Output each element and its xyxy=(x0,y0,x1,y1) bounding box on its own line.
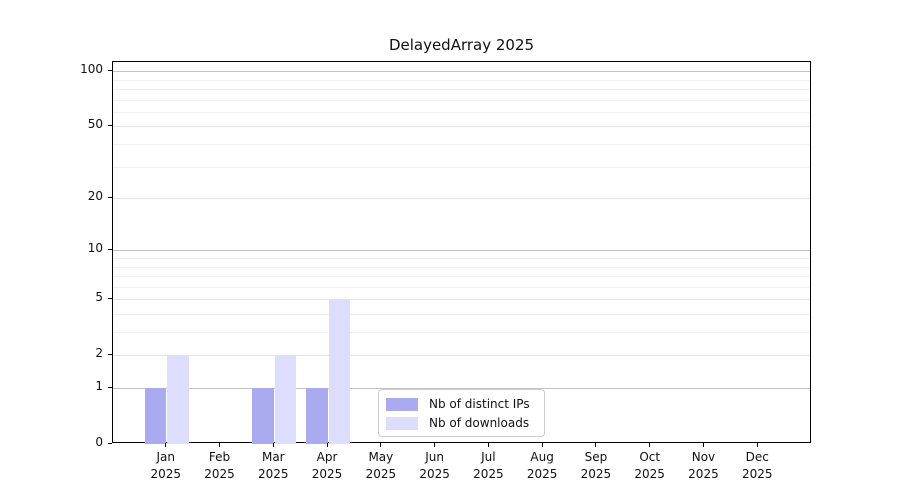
x-tick-label-apr: Apr 2025 xyxy=(311,450,343,481)
minor-gridline-3 xyxy=(113,332,810,334)
x-tick-label-nov: Nov 2025 xyxy=(688,450,719,481)
x-tick-apr xyxy=(326,443,328,447)
x-tick-nov xyxy=(702,443,704,447)
y-tick-5 xyxy=(108,297,112,299)
minor-gridline-8 xyxy=(113,266,810,268)
x-tick-dec xyxy=(756,443,758,447)
x-tick-oct xyxy=(649,443,651,447)
legend-label-distinct-ips: Nb of distinct IPs xyxy=(429,397,530,411)
bar-nb-of-downloads-jan xyxy=(167,355,189,444)
bar-nb-of-downloads-mar xyxy=(274,355,297,444)
x-tick-label-dec: Dec 2025 xyxy=(741,450,773,481)
x-tick-may xyxy=(380,443,382,447)
y-tick-label-1: 1 xyxy=(95,379,103,393)
y-tick-10 xyxy=(108,248,112,250)
legend-label-downloads: Nb of downloads xyxy=(429,416,530,430)
legend-item-distinct-ips: Nb of distinct IPs xyxy=(386,395,536,413)
minor-gridline-9 xyxy=(113,258,810,259)
y-tick-2 xyxy=(108,353,112,355)
bar-nb-of-distinct-ips-apr xyxy=(306,388,328,444)
y-tick-label-0: 0 xyxy=(95,435,103,449)
y-tick-0 xyxy=(108,442,112,444)
legend-swatch-distinct-ips xyxy=(386,397,418,411)
gridline-1 xyxy=(113,388,810,389)
y-tick-50 xyxy=(108,124,112,126)
x-tick-label-feb: Feb 2025 xyxy=(204,450,235,481)
gridline-50 xyxy=(113,126,810,128)
y-tick-label-10: 10 xyxy=(87,241,103,256)
x-tick-label-jan: Jan 2025 xyxy=(150,450,182,481)
x-tick-label-jun: Jun 2025 xyxy=(419,450,450,481)
x-tick-label-mar: Mar 2025 xyxy=(258,450,289,481)
gridline-2 xyxy=(113,355,810,357)
x-tick-aug xyxy=(541,443,543,447)
legend: Nb of distinct IPs Nb of downloads xyxy=(378,389,545,437)
y-tick-label-50: 50 xyxy=(87,117,103,132)
minor-gridline-7 xyxy=(113,276,810,278)
y-tick-label-2: 2 xyxy=(95,346,103,361)
minor-gridline-4 xyxy=(113,313,810,315)
minor-gridline-60 xyxy=(113,111,810,113)
legend-item-downloads: Nb of downloads xyxy=(386,414,536,432)
x-tick-jul xyxy=(487,443,489,447)
x-tick-feb xyxy=(219,443,221,447)
plot-area xyxy=(112,61,811,444)
x-tick-mar xyxy=(272,443,274,447)
bar-nb-of-downloads-apr xyxy=(328,299,351,444)
x-tick-label-aug: Aug 2025 xyxy=(526,450,558,481)
gridline-20 xyxy=(113,198,810,200)
x-tick-jun xyxy=(434,443,436,447)
minor-gridline-90 xyxy=(113,79,810,81)
y-tick-20 xyxy=(108,196,112,198)
x-tick-label-sep: Sep 2025 xyxy=(580,450,612,481)
y-tick-label-20: 20 xyxy=(87,189,103,204)
x-tick-label-may: May 2025 xyxy=(365,450,397,481)
x-tick-label-oct: Oct 2025 xyxy=(634,450,665,481)
y-tick-label-5: 5 xyxy=(95,290,103,305)
gridline-100 xyxy=(113,71,810,73)
gridline-5 xyxy=(113,299,810,301)
minor-gridline-30 xyxy=(113,166,810,168)
y-tick-label-100: 100 xyxy=(80,62,103,77)
x-tick-label-jul: Jul 2025 xyxy=(473,450,504,481)
minor-gridline-70 xyxy=(113,99,810,101)
y-tick-100 xyxy=(108,69,112,71)
bar-nb-of-distinct-ips-jan xyxy=(144,388,167,444)
x-tick-jan xyxy=(165,443,167,447)
gridline-10 xyxy=(113,250,810,252)
minor-gridline-80 xyxy=(113,89,810,91)
x-tick-sep xyxy=(595,443,597,447)
chart-title: DelayedArray 2025 xyxy=(388,36,535,54)
bar-nb-of-distinct-ips-mar xyxy=(252,388,274,444)
y-tick-1 xyxy=(108,386,112,388)
legend-swatch-downloads xyxy=(386,416,418,430)
minor-gridline-40 xyxy=(113,144,810,146)
minor-gridline-6 xyxy=(113,286,810,288)
